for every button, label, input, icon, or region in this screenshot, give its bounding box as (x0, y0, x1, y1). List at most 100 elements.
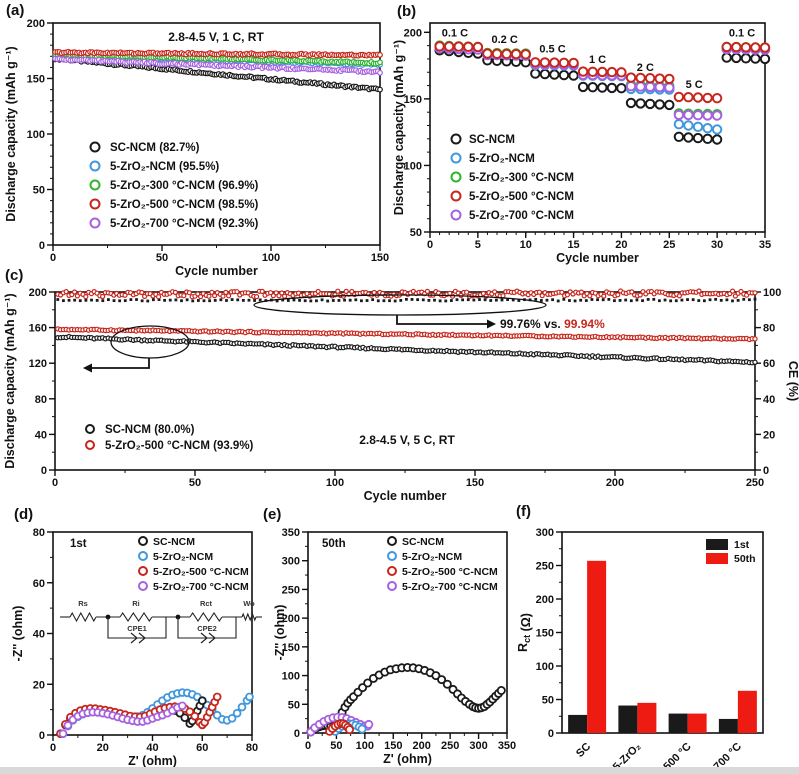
svg-text:2.8-4.5 V, 5 C, RT: 2.8-4.5 V, 5 C, RT (359, 433, 455, 447)
svg-text:5-ZrO₂-NCM: 5-ZrO₂-NCM (402, 551, 462, 563)
svg-text:100: 100 (262, 252, 280, 264)
panel-c-label: (c) (5, 267, 24, 284)
svg-text:160: 160 (29, 323, 47, 335)
svg-text:50: 50 (156, 252, 168, 264)
panel-d-label: (d) (14, 506, 34, 523)
svg-text:5-ZrO₂-300 °C-NCM (96.9%): 5-ZrO₂-300 °C-NCM (96.9%) (110, 180, 259, 192)
svg-text:5-ZrO₂-NCM: 5-ZrO₂-NCM (469, 153, 535, 165)
svg-text:150: 150 (27, 74, 45, 86)
svg-text:80: 80 (246, 742, 258, 754)
svg-text:150: 150 (466, 477, 484, 489)
svg-text:0.1 C: 0.1 C (729, 27, 755, 39)
svg-text:350: 350 (282, 527, 300, 539)
svg-text:1st: 1st (734, 539, 750, 551)
svg-text:5 C: 5 C (686, 79, 703, 91)
svg-text:300: 300 (282, 556, 300, 568)
svg-text:10: 10 (520, 239, 532, 251)
svg-text:CPE1: CPE1 (127, 624, 147, 633)
svg-text:250: 250 (536, 561, 554, 573)
svg-text:150: 150 (371, 252, 389, 264)
svg-text:Z' (ohm): Z' (ohm) (128, 754, 177, 768)
svg-text:2 C: 2 C (637, 62, 654, 74)
svg-text:50th: 50th (734, 553, 756, 565)
svg-text:100: 100 (404, 160, 422, 172)
svg-text:15: 15 (567, 239, 579, 251)
svg-text:SC-NCM: SC-NCM (402, 536, 444, 548)
svg-text:50: 50 (542, 695, 554, 707)
svg-text:80: 80 (763, 323, 775, 335)
svg-text:5-ZrO₂-NCM: 5-ZrO₂-NCM (153, 551, 213, 563)
svg-text:250: 250 (441, 740, 459, 752)
svg-text:80: 80 (35, 394, 47, 406)
svg-text:5-ZrO₂-700 °C-NCM: 5-ZrO₂-700 °C-NCM (469, 210, 574, 222)
svg-text:0: 0 (39, 240, 45, 252)
svg-text:5-ZrO₂-500 °C-NCM: 5-ZrO₂-500 °C-NCM (469, 191, 574, 203)
svg-text:200: 200 (404, 27, 422, 39)
svg-text:60: 60 (33, 578, 45, 590)
svg-text:40: 40 (146, 742, 158, 754)
svg-text:20: 20 (615, 239, 627, 251)
svg-text:0: 0 (548, 728, 554, 740)
svg-text:99.76% vs. 99.94%: 99.76% vs. 99.94% (500, 317, 605, 331)
svg-text:Discharge capacity (mAh g⁻¹): Discharge capacity (mAh g⁻¹) (392, 40, 406, 215)
svg-text:100: 100 (536, 661, 554, 673)
svg-text:Discharge capacity (mAh g⁻¹): Discharge capacity (mAh g⁻¹) (3, 293, 17, 468)
panel-a-label: (a) (6, 2, 25, 19)
svg-text:200: 200 (606, 477, 624, 489)
svg-text:5-ZrO₂-700 °C-NCM: 5-ZrO₂-700 °C-NCM (402, 581, 498, 593)
svg-text:150: 150 (536, 628, 554, 640)
svg-text:0.1 C: 0.1 C (442, 27, 468, 39)
svg-text:Cycle number: Cycle number (175, 264, 258, 278)
panel-a: 0 50 100 150 0 50 100 150 200 Cycle number Dischar… (4, 18, 389, 278)
svg-text:50: 50 (410, 227, 422, 239)
svg-text:150: 150 (384, 740, 402, 752)
svg-text:SC-NCM: SC-NCM (469, 134, 515, 146)
svg-text:300: 300 (469, 740, 487, 752)
svg-text:50th: 50th (322, 538, 346, 550)
svg-text:Discharge capacity (mAh g⁻¹): Discharge capacity (mAh g⁻¹) (4, 46, 18, 221)
svg-text:0: 0 (52, 477, 58, 489)
svg-text:80: 80 (33, 527, 45, 539)
svg-text:Rs: Rs (78, 599, 88, 608)
svg-text:-Z'' (ohm): -Z'' (ohm) (11, 606, 25, 662)
svg-text:40: 40 (763, 394, 775, 406)
svg-text:50: 50 (330, 740, 342, 752)
svg-text:SC-NCM: SC-NCM (153, 536, 195, 548)
svg-text:350: 350 (498, 740, 516, 752)
svg-text:0: 0 (41, 465, 47, 477)
svg-text:25: 25 (663, 239, 675, 251)
svg-text:5: 5 (475, 239, 481, 251)
svg-text:100: 100 (356, 740, 374, 752)
svg-text:150: 150 (282, 642, 300, 654)
svg-text:0: 0 (39, 730, 45, 742)
panel-e-label: (e) (263, 506, 282, 523)
svg-text:0: 0 (305, 740, 311, 752)
svg-text:30: 30 (711, 239, 723, 251)
svg-text:50: 50 (189, 477, 201, 489)
svg-text:SC-NCM (80.0%): SC-NCM (80.0%) (105, 424, 195, 436)
svg-text:0.2 C: 0.2 C (492, 34, 518, 46)
svg-text:5-ZrO₂-300 °C-NCM: 5-ZrO₂-300 °C-NCM (469, 172, 574, 184)
svg-text:40: 40 (33, 629, 45, 641)
svg-text:1 C: 1 C (589, 54, 606, 66)
svg-text:CPE2: CPE2 (197, 624, 217, 633)
svg-text:Rct: Rct (200, 599, 213, 608)
panel-b: 0 5 10 15 20 25 30 35 50 100 150 200 Cycle number Dis… (392, 22, 771, 265)
svg-text:1st: 1st (70, 538, 87, 550)
photo-bottom-edge (0, 767, 799, 774)
svg-text:CE (%): CE (%) (786, 361, 799, 401)
svg-text:Rct (Ω): Rct (Ω) (516, 613, 533, 652)
svg-text:150: 150 (404, 94, 422, 106)
svg-text:5-ZrO₂-700 °C-NCM (92.3%): 5-ZrO₂-700 °C-NCM (92.3%) (110, 218, 259, 230)
svg-text:Z' (ohm): Z' (ohm) (383, 752, 432, 766)
svg-text:200: 200 (27, 18, 45, 30)
svg-text:0: 0 (50, 742, 56, 754)
svg-text:200: 200 (413, 740, 431, 752)
svg-text:50: 50 (288, 699, 300, 711)
svg-text:Cycle number: Cycle number (364, 489, 447, 503)
svg-text:200: 200 (536, 594, 554, 606)
svg-text:300: 300 (536, 527, 554, 539)
